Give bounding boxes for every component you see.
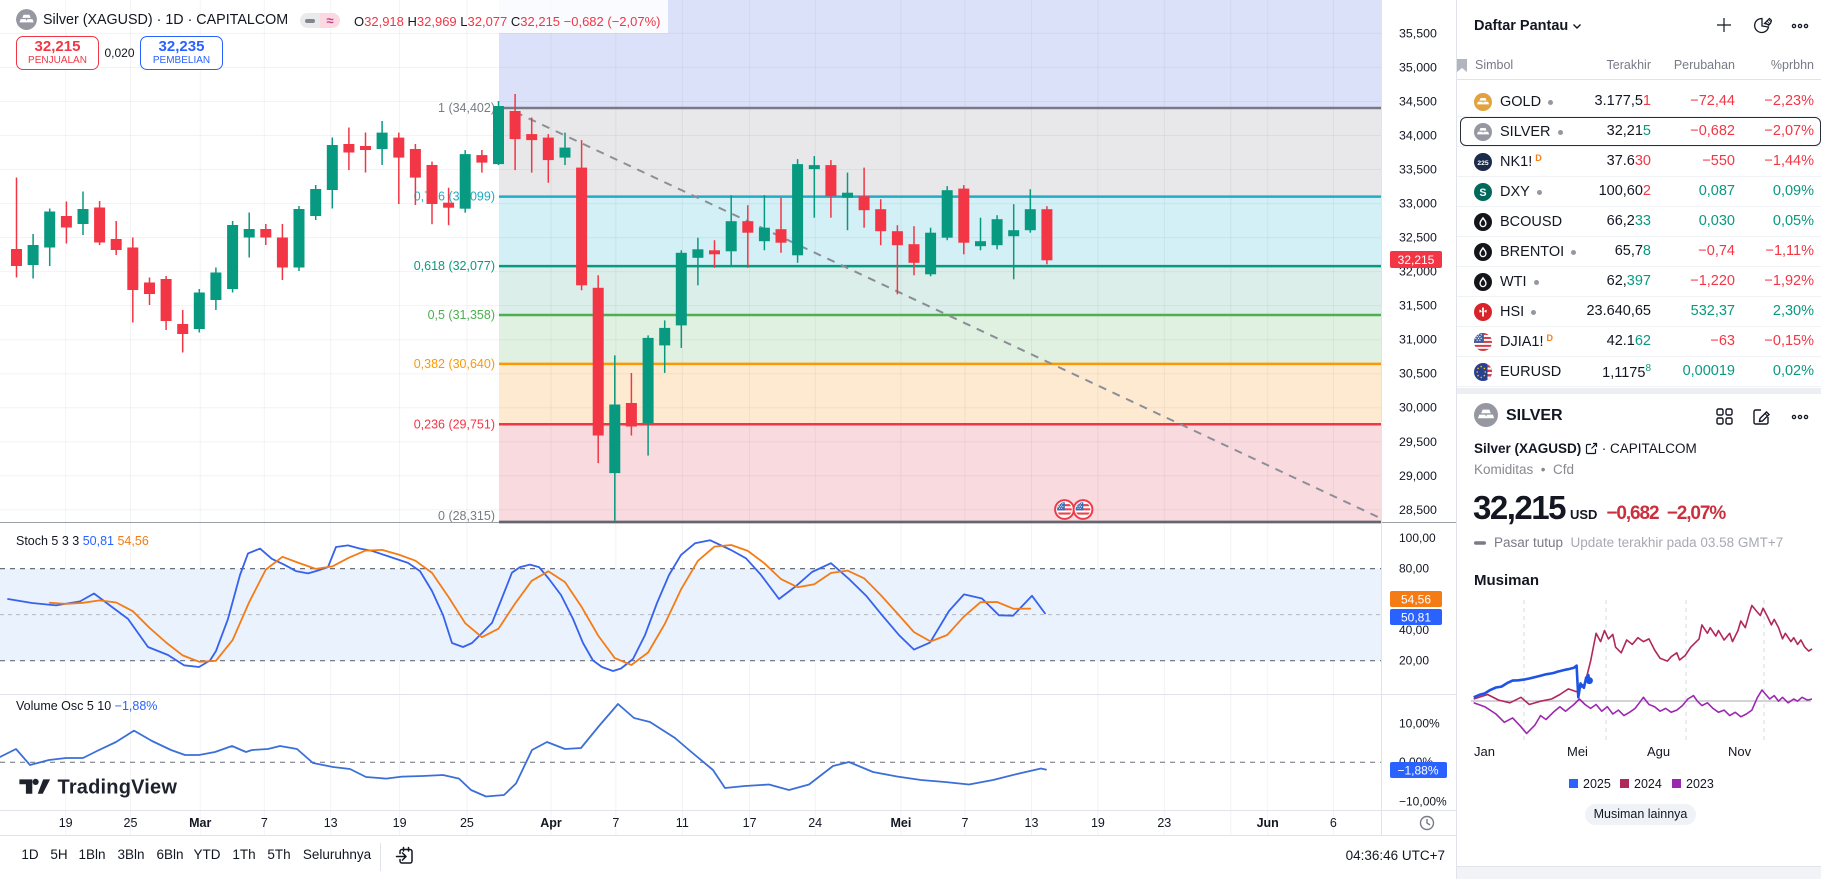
svg-text:7: 7 (962, 816, 969, 830)
svg-text:34,000: 34,000 (1399, 129, 1437, 143)
svg-text:0,5 (31,358): 0,5 (31,358) (428, 308, 495, 322)
svg-text:0,618 (32,077): 0,618 (32,077) (414, 259, 495, 273)
svg-text:40,00: 40,00 (1399, 623, 1429, 637)
svg-text:30,000: 30,000 (1399, 401, 1437, 415)
svg-text:31,500: 31,500 (1399, 299, 1437, 313)
svg-text:TradingView: TradingView (58, 777, 178, 799)
svg-text:34,500: 34,500 (1399, 95, 1437, 109)
svg-text:Jun: Jun (1257, 816, 1279, 830)
svg-text:29,000: 29,000 (1399, 469, 1437, 483)
svg-text:32,215: 32,215 (1398, 253, 1435, 267)
svg-text:10,00%: 10,00% (1399, 717, 1440, 731)
svg-text:25: 25 (124, 816, 138, 830)
svg-text:32,000: 32,000 (1399, 265, 1437, 279)
svg-text:7: 7 (261, 816, 268, 830)
svg-text:30,500: 30,500 (1399, 367, 1437, 381)
svg-text:−1,88%: −1,88% (1397, 764, 1438, 778)
svg-text:Volume Osc 5 10 −1,88%: Volume Osc 5 10 −1,88% (16, 699, 157, 713)
svg-text:1 (34,402): 1 (34,402) (438, 101, 495, 115)
svg-text:29,500: 29,500 (1399, 435, 1437, 449)
svg-text:35,500: 35,500 (1399, 26, 1437, 40)
svg-text:Stoch 5 3 3 50,81 54,56: Stoch 5 3 3 50,81 54,56 (16, 534, 149, 548)
svg-text:S: S (1479, 187, 1486, 199)
svg-text:Mar: Mar (189, 816, 211, 830)
svg-text:50,81: 50,81 (1401, 611, 1431, 625)
svg-text:33,000: 33,000 (1399, 197, 1437, 211)
svg-text:32,500: 32,500 (1399, 231, 1437, 245)
svg-text:−10,00%: −10,00% (1399, 794, 1447, 808)
svg-text:Apr: Apr (540, 816, 562, 830)
svg-text:19: 19 (1091, 816, 1105, 830)
svg-text:0 (28,315): 0 (28,315) (438, 509, 495, 523)
svg-text:33,500: 33,500 (1399, 163, 1437, 177)
svg-text:19: 19 (59, 816, 73, 830)
svg-text:23: 23 (1157, 816, 1171, 830)
svg-text:17: 17 (743, 816, 757, 830)
svg-text:31,000: 31,000 (1399, 333, 1437, 347)
svg-text:0,382 (30,640): 0,382 (30,640) (414, 357, 495, 371)
svg-text:225: 225 (1477, 160, 1489, 167)
svg-text:35,000: 35,000 (1399, 60, 1437, 74)
svg-text:Mei: Mei (890, 816, 911, 830)
svg-text:0,236 (29,751): 0,236 (29,751) (414, 417, 495, 431)
svg-text:100,00: 100,00 (1399, 531, 1436, 545)
svg-text:7: 7 (612, 816, 619, 830)
svg-text:6: 6 (1330, 816, 1337, 830)
svg-text:25: 25 (460, 816, 474, 830)
svg-text:54,56: 54,56 (1401, 593, 1431, 607)
svg-text:0,786 (33,099): 0,786 (33,099) (414, 190, 495, 204)
svg-text:28,500: 28,500 (1399, 503, 1437, 517)
svg-text:80,00: 80,00 (1399, 562, 1429, 576)
svg-text:24: 24 (808, 816, 822, 830)
svg-text:20,00: 20,00 (1399, 654, 1429, 668)
svg-text:11: 11 (676, 816, 689, 830)
svg-text:13: 13 (324, 816, 338, 830)
svg-text:19: 19 (393, 816, 407, 830)
svg-text:13: 13 (1025, 816, 1039, 830)
